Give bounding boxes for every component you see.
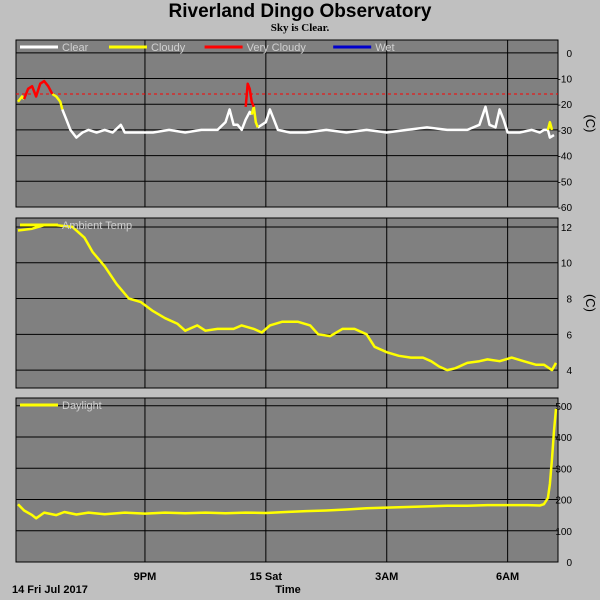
y-axis-unit: (C) <box>583 114 598 132</box>
legend-label: Wet <box>375 42 394 54</box>
y-tick-label: 300 <box>555 464 572 475</box>
x-tick-label: 9PM <box>134 571 157 583</box>
y-tick-label: 500 <box>555 402 572 413</box>
plot-area <box>15 39 559 208</box>
series-line-cloudy <box>546 120 554 131</box>
x-axis-start-label: 14 Fri Jul 2017 <box>12 584 88 596</box>
y-tick-label: 100 <box>555 527 572 538</box>
y-tick-label: 8 <box>566 295 572 306</box>
legend-label: Ambient Temp <box>62 220 132 232</box>
y-tick-label: -30 <box>558 126 573 137</box>
x-tick-label: 3AM <box>375 571 398 583</box>
chart-subtitle: Sky is Clear. <box>270 22 330 34</box>
series-line-ambient-temp <box>17 223 558 372</box>
legend-label: Daylight <box>62 400 102 412</box>
y-tick-label: -40 <box>558 152 573 163</box>
y-tick-label: 6 <box>566 330 572 341</box>
y-axis-unit: (C) <box>583 294 598 312</box>
y-tick-label: 4 <box>566 366 572 377</box>
series-line-very-cloudy <box>244 82 255 108</box>
daylight-panel: 500 400 300 200 100 0 Daylight <box>15 397 572 569</box>
legend-label: Clear <box>62 42 89 54</box>
series-line-cloudy <box>51 92 64 110</box>
y-tick-label: 400 <box>555 433 572 444</box>
y-tick-label: 0 <box>566 49 572 60</box>
chart-title: Riverland Dingo Observatory <box>168 1 432 22</box>
x-axis: 14 Fri Jul 2017 Time 9PM 15 Sat 3AM 6AM <box>12 571 519 596</box>
legend-label: Very Cloudy <box>247 42 307 54</box>
y-tick-label: -10 <box>558 75 573 86</box>
series-line-daylight <box>17 408 558 520</box>
y-tick-label: 0 <box>566 558 572 569</box>
x-axis-label: Time <box>275 584 300 596</box>
y-tick-label: -50 <box>558 177 573 188</box>
series-line-cloudy <box>250 105 259 128</box>
plot-area <box>15 217 559 389</box>
x-tick-label: 15 Sat <box>250 571 283 583</box>
series-line-clear <box>61 108 253 139</box>
legend-label: Cloudy <box>151 42 186 54</box>
series-line-clear <box>257 105 555 139</box>
x-tick-label: 6AM <box>496 571 519 583</box>
sky-temperature-panel: 0 -10 -20 -30 -40 -50 -60 (C) Clear Cloudy Very Cl… <box>15 39 598 214</box>
y-tick-label: -20 <box>558 100 573 111</box>
series-line-very-cloudy <box>22 79 54 100</box>
y-tick-label: 200 <box>555 496 572 507</box>
ambient-temperature-panel: 12 10 8 6 4 (C) Ambient Temp <box>15 217 598 389</box>
y-tick-label: 10 <box>561 259 573 270</box>
y-tick-label: -60 <box>558 203 573 214</box>
y-tick-label: 12 <box>561 223 573 234</box>
plot-area <box>15 397 559 563</box>
